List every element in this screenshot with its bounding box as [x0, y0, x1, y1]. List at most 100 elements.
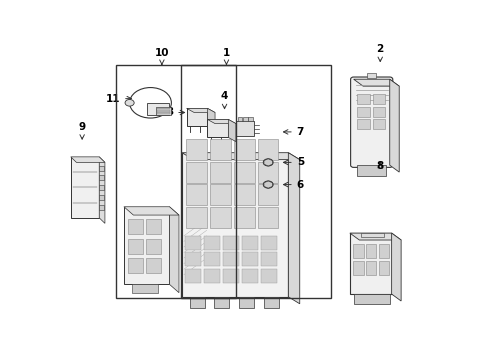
- Bar: [234, 162, 254, 183]
- Polygon shape: [182, 153, 300, 159]
- Bar: [99, 195, 104, 200]
- Bar: [146, 219, 161, 234]
- Text: 10: 10: [155, 49, 169, 64]
- Bar: [186, 139, 207, 160]
- Bar: [204, 252, 220, 266]
- Polygon shape: [187, 108, 215, 112]
- Bar: [261, 252, 277, 266]
- Bar: [99, 166, 104, 171]
- Bar: [264, 297, 279, 308]
- Bar: [350, 233, 392, 294]
- Polygon shape: [124, 207, 179, 215]
- Bar: [242, 236, 258, 250]
- Polygon shape: [170, 207, 179, 293]
- Bar: [147, 103, 170, 115]
- Bar: [379, 244, 390, 258]
- Bar: [71, 157, 99, 218]
- Bar: [204, 269, 220, 283]
- Bar: [99, 204, 104, 210]
- Bar: [361, 233, 384, 237]
- Bar: [243, 117, 248, 121]
- Bar: [354, 294, 390, 304]
- Bar: [181, 66, 331, 298]
- Bar: [358, 165, 386, 176]
- Text: 1: 1: [223, 49, 230, 64]
- Bar: [358, 94, 370, 104]
- Bar: [157, 108, 170, 109]
- Circle shape: [263, 181, 273, 188]
- Bar: [210, 184, 231, 205]
- Polygon shape: [228, 120, 236, 141]
- Text: 7: 7: [284, 127, 304, 137]
- Bar: [190, 297, 205, 308]
- Bar: [234, 184, 254, 205]
- Text: 11: 11: [106, 94, 131, 104]
- Bar: [185, 236, 201, 250]
- Bar: [214, 297, 229, 308]
- Polygon shape: [288, 153, 300, 304]
- Polygon shape: [207, 108, 215, 131]
- Bar: [242, 269, 258, 283]
- Bar: [207, 120, 228, 138]
- Bar: [99, 175, 104, 180]
- Bar: [99, 185, 104, 190]
- Bar: [187, 108, 207, 126]
- Text: 6: 6: [284, 180, 304, 190]
- Bar: [238, 117, 243, 121]
- Bar: [146, 258, 161, 273]
- Bar: [353, 244, 364, 258]
- Polygon shape: [392, 233, 401, 301]
- Text: 2: 2: [377, 44, 384, 62]
- Bar: [234, 207, 254, 228]
- Bar: [261, 269, 277, 283]
- Bar: [373, 120, 385, 129]
- Bar: [223, 252, 239, 266]
- Circle shape: [263, 159, 273, 166]
- Bar: [242, 252, 258, 266]
- Bar: [234, 139, 254, 160]
- Bar: [366, 244, 376, 258]
- Bar: [185, 252, 201, 266]
- Text: 9: 9: [78, 122, 86, 139]
- Bar: [223, 269, 239, 283]
- Bar: [239, 297, 254, 308]
- Polygon shape: [71, 157, 105, 162]
- Bar: [131, 284, 158, 293]
- Bar: [236, 121, 254, 136]
- Polygon shape: [99, 157, 105, 223]
- Bar: [223, 236, 239, 250]
- Bar: [248, 117, 253, 121]
- Text: 3: 3: [166, 108, 185, 117]
- FancyBboxPatch shape: [351, 77, 393, 167]
- Bar: [358, 120, 370, 129]
- Bar: [258, 207, 278, 228]
- Text: 8: 8: [377, 161, 384, 171]
- Bar: [186, 207, 207, 228]
- Polygon shape: [354, 79, 399, 86]
- Bar: [258, 162, 278, 183]
- Polygon shape: [207, 120, 236, 123]
- Bar: [128, 258, 143, 273]
- Bar: [124, 207, 170, 284]
- Bar: [373, 107, 385, 117]
- Bar: [210, 162, 231, 183]
- Polygon shape: [350, 233, 401, 240]
- Circle shape: [125, 99, 134, 106]
- Bar: [182, 153, 288, 297]
- Bar: [258, 139, 278, 160]
- Bar: [116, 66, 236, 298]
- Bar: [379, 261, 390, 275]
- Bar: [185, 269, 201, 283]
- Bar: [204, 236, 220, 250]
- Bar: [261, 236, 277, 250]
- Text: 5: 5: [284, 157, 304, 167]
- Bar: [128, 219, 143, 234]
- Bar: [186, 162, 207, 183]
- Bar: [258, 184, 278, 205]
- Bar: [128, 239, 143, 254]
- Bar: [358, 107, 370, 117]
- Bar: [156, 107, 172, 115]
- Polygon shape: [390, 79, 399, 172]
- Bar: [210, 207, 231, 228]
- Bar: [157, 112, 170, 114]
